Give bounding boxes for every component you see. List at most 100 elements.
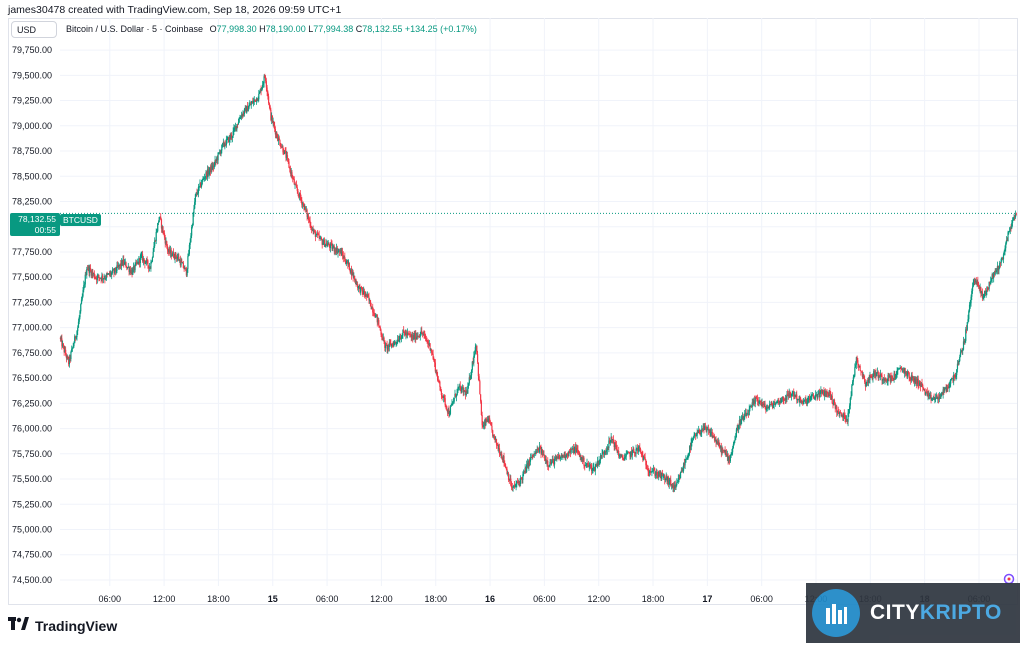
candle-body [431,352,433,354]
candle-body [993,272,996,275]
candle-body [599,455,602,460]
candle-body [300,197,302,200]
tradingview-logo[interactable]: TradingView [8,617,117,634]
candle-body [479,381,481,395]
candle-body [464,390,467,396]
candle-body [861,371,863,373]
candle-body [1014,216,1016,218]
candle-body [784,398,787,401]
candle-body [858,365,860,367]
candle-body [990,280,992,285]
candle-body [550,462,553,464]
candle-body [400,337,403,340]
candle-body [684,462,686,466]
candle-body [686,458,688,460]
candle-body [632,448,634,451]
candle-body [972,282,974,287]
candle-body [360,287,362,293]
candle-body [327,243,329,245]
candle-body [123,262,126,265]
candle-body [252,101,254,104]
candle-body [86,268,88,276]
candle-body [314,230,316,232]
candle-body [661,473,664,476]
candle-body [345,263,347,265]
candle-body [174,252,176,259]
candle-body [216,158,218,161]
candle-body [261,84,264,88]
candle-body [900,368,902,370]
candle-body [151,261,153,263]
candle-body [275,132,277,135]
candle-body [541,449,544,456]
candle-body [861,371,864,378]
candle-body [637,447,639,451]
candle-body [485,418,487,425]
currency-selector[interactable]: USD [11,21,57,38]
candle-body [922,387,925,390]
candle-body [304,206,307,210]
candle-body [443,395,445,398]
candle-body [631,450,633,456]
candle-body [340,249,342,256]
candle-body [204,176,206,178]
candle-body [611,436,613,440]
legend-symbol[interactable]: Bitcoin / U.S. Dollar · 5 · Coinbase [66,24,204,34]
candle-body [369,300,371,301]
candle-body [324,244,326,247]
candle-body [893,373,895,380]
candle-body [504,464,507,468]
candle-body [103,278,105,279]
candle-body [385,344,387,346]
candle-body [248,105,250,109]
candle-body [184,267,186,270]
candle-body [584,465,586,467]
candle-body [585,464,587,466]
y-tick-label: 76,250.00 [12,398,52,408]
candle-body [724,450,726,454]
candle-body [188,244,190,254]
candle-body [955,375,957,377]
candle-body [212,165,215,168]
candle-body [493,434,495,436]
candle-body [108,273,111,275]
candle-body [169,249,171,254]
candle-body [119,263,121,266]
candle-body [719,445,721,449]
candle-body [750,405,752,407]
candle-body [627,451,630,453]
candle-body [329,243,332,249]
candle-body [112,269,114,271]
candle-body [157,222,160,224]
candle-body [107,274,109,275]
candle-body [627,451,629,454]
candle-body [320,237,322,239]
candle-body [785,398,787,400]
candle-body [271,115,273,120]
candle-body [507,473,509,475]
candle-body [197,193,199,195]
candle-body [737,427,739,429]
candle-body [280,146,283,148]
candle-body [800,401,802,403]
candle-body [622,457,624,459]
candle-body [343,257,345,259]
candle-body [1011,222,1013,229]
x-tick-label: 18:00 [207,594,230,604]
y-tick-label: 75,250.00 [12,499,52,509]
candle-body [194,201,196,209]
tradingview-logo-text: TradingView [35,617,118,634]
candle-body [408,333,410,335]
candle-body [474,347,476,354]
candle-body [615,442,617,446]
candle-body [208,171,210,175]
candle-body [1002,257,1004,260]
candle-body [559,457,561,459]
candle-body [80,299,83,305]
candle-body [60,338,62,340]
candle-body [344,261,347,264]
candle-body [261,87,263,92]
candle-body [576,448,578,450]
candle-body [864,382,867,387]
